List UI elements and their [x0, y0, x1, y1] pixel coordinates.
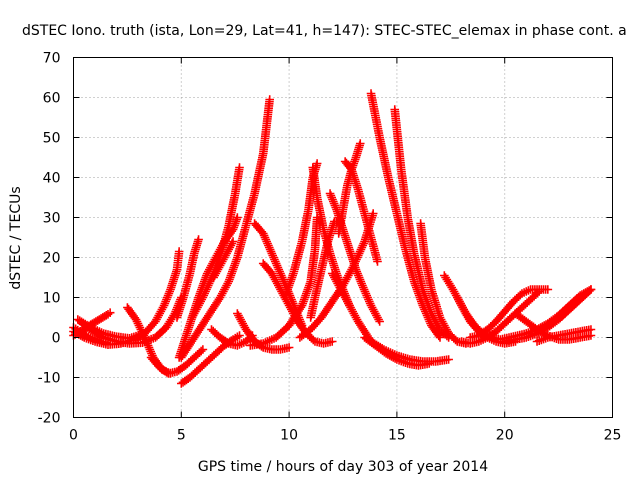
y-tick-label: 60	[43, 91, 61, 107]
y-tick-label: -10	[38, 371, 61, 387]
x-tick-label: 20	[496, 428, 514, 444]
data-point	[198, 345, 208, 354]
data-point	[375, 317, 384, 326]
axes	[73, 57, 613, 418]
series-27	[360, 333, 434, 370]
data-point	[368, 209, 378, 218]
x-tick-label: 25	[604, 428, 622, 444]
series-34	[465, 285, 553, 342]
y-tick-label: 20	[43, 251, 61, 267]
series-19	[245, 213, 322, 350]
y-tick-label: -20	[38, 411, 61, 427]
x-tick-label: 0	[69, 428, 78, 444]
data-point	[435, 333, 445, 342]
data-point	[228, 237, 238, 246]
data-point	[543, 285, 553, 294]
data-point	[424, 359, 434, 368]
x-axis-label: GPS time / hours of day 303 of year 2014	[198, 459, 488, 475]
y-tick-label: 50	[43, 131, 61, 147]
data-point	[105, 308, 115, 317]
series-14	[207, 325, 257, 350]
x-tick-label: 5	[177, 428, 186, 444]
data-point	[444, 355, 453, 364]
data-point	[235, 163, 244, 172]
y-tick-label: 70	[43, 51, 61, 67]
series-5	[69, 247, 184, 349]
y-axis-label: dSTEC / TECUs	[8, 186, 24, 289]
series-13	[177, 95, 274, 362]
series-18	[280, 159, 322, 302]
plot-frame	[73, 57, 613, 418]
series-25	[340, 157, 382, 266]
y-tick-label: 30	[43, 211, 61, 227]
series-22	[295, 209, 378, 342]
series-10	[172, 235, 203, 322]
data-point	[265, 95, 274, 104]
data-point	[174, 247, 184, 256]
data-series	[69, 89, 596, 388]
x-tick-label: 15	[388, 428, 406, 444]
data-point	[312, 159, 322, 168]
data-point	[355, 139, 365, 148]
data-point	[327, 337, 337, 346]
x-tick-label: 10	[280, 428, 298, 444]
series-8	[177, 331, 244, 388]
tick-labels: 0 5 10 15 20 25 -20 -10 0 10 20 30 40 50 60 70	[38, 51, 622, 444]
data-point	[194, 235, 203, 244]
series-38	[532, 325, 596, 346]
y-tick-label: 10	[43, 291, 61, 307]
series-12	[209, 237, 238, 282]
series-28	[366, 89, 445, 342]
chart-title: dSTEC Iono. truth (ista, Lon=29, Lat=41,…	[22, 23, 627, 39]
data-point	[373, 257, 382, 266]
y-tick-label: 40	[43, 171, 61, 187]
series-7	[146, 345, 208, 378]
data-point	[284, 343, 294, 352]
y-tick-label: 0	[52, 331, 61, 347]
data-point	[586, 285, 596, 294]
series-33	[457, 287, 544, 348]
data-point	[586, 325, 596, 334]
series-29	[390, 105, 453, 342]
data-point	[233, 213, 242, 222]
data-point	[235, 331, 244, 340]
